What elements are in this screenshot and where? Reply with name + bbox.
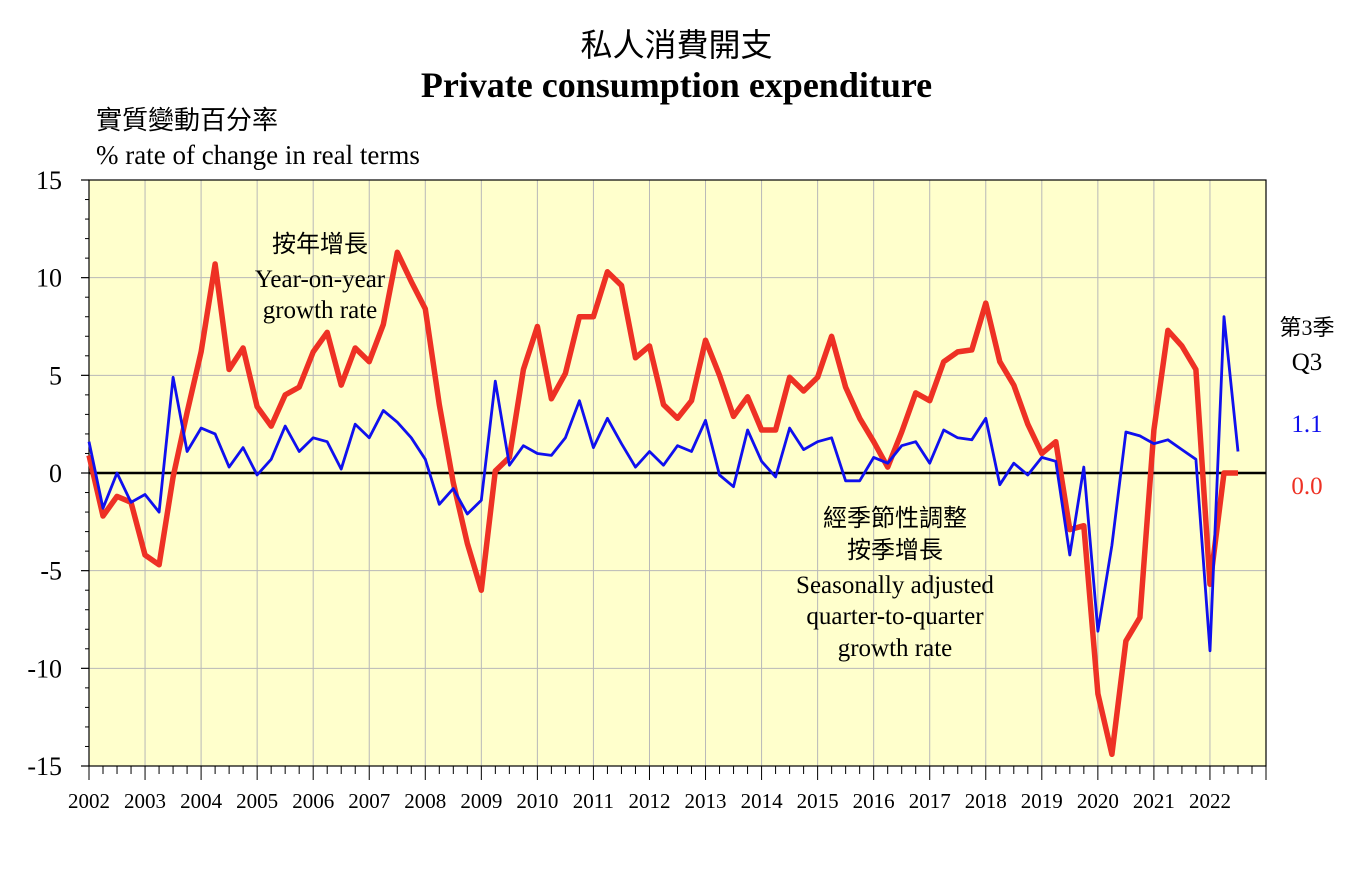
y-tick-label: -5 xyxy=(40,557,62,586)
y-tick-label: -10 xyxy=(27,654,62,683)
chart-title-en: Private consumption expenditure xyxy=(420,65,933,105)
x-tick-label: 2002 xyxy=(68,789,110,813)
annotation-yoy-zh: 按年增長 xyxy=(272,231,368,258)
x-tick-label: 2009 xyxy=(460,789,502,813)
annotation-latest-quarter-zh: 第3季 xyxy=(1279,315,1334,340)
x-tick-label: 2014 xyxy=(741,789,784,813)
x-tick-label: 2021 xyxy=(1133,789,1175,813)
chart-title-zh: 私人消費開支 xyxy=(580,26,773,64)
y-axis-label-en: % rate of change in real terms xyxy=(96,140,420,170)
x-tick-label: 2013 xyxy=(685,789,727,813)
x-tick-label: 2006 xyxy=(292,789,334,813)
annotation-qoq-en: growth rate xyxy=(838,635,953,662)
x-tick-label: 2015 xyxy=(797,789,839,813)
annotation-yoy-en: growth rate xyxy=(263,297,378,324)
y-tick-label: -15 xyxy=(27,752,62,781)
y-tick-label: 5 xyxy=(49,361,62,390)
x-tick-label: 2016 xyxy=(853,789,895,813)
annotation-yoy-en: Year-on-year xyxy=(255,266,386,293)
annotation-qoq-zh: 經季節性調整 xyxy=(823,505,967,532)
x-tick-label: 2018 xyxy=(965,789,1007,813)
y-axis-label-zh: 實質變動百分率 xyxy=(96,106,279,136)
latest-value-qoq: 1.1 xyxy=(1291,411,1322,438)
series-line-yoy xyxy=(86,249,1238,758)
y-tick-label: 0 xyxy=(49,459,62,488)
x-tick-label: 2008 xyxy=(404,789,446,813)
annotation-qoq-en: quarter-to-quarter xyxy=(806,603,984,630)
x-tick-label: 2012 xyxy=(628,789,670,813)
annotation-latest-quarter-en: Q3 xyxy=(1292,349,1323,376)
x-tick-label: 2011 xyxy=(573,789,614,813)
x-tick-label: 2007 xyxy=(348,789,390,813)
x-tick-label: 2020 xyxy=(1077,789,1119,813)
x-tick-label: 2017 xyxy=(909,789,951,813)
x-tick-label: 2010 xyxy=(516,789,558,813)
latest-value-yoy: 0.0 xyxy=(1291,473,1322,500)
y-tick-label: 15 xyxy=(36,166,62,195)
x-tick-label: 2022 xyxy=(1189,789,1231,813)
y-tick-label: 10 xyxy=(36,264,62,293)
x-tick-label: 2004 xyxy=(180,789,223,813)
x-tick-label: 2003 xyxy=(124,789,166,813)
x-tick-label: 2019 xyxy=(1021,789,1063,813)
annotation-qoq-en: Seasonally adjusted xyxy=(796,572,994,599)
series-line-qoq xyxy=(87,315,1240,653)
x-tick-label: 2005 xyxy=(236,789,278,813)
annotation-qoq-zh: 按季增長 xyxy=(847,537,943,564)
